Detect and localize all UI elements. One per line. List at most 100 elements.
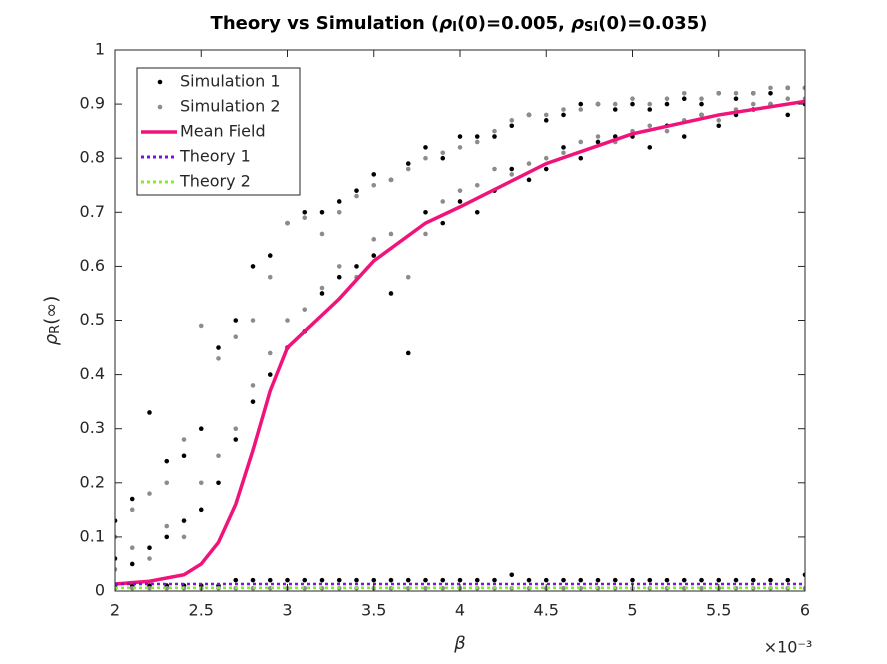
sim-point bbox=[664, 96, 670, 101]
sim-point bbox=[115, 556, 118, 561]
sim-point bbox=[181, 518, 187, 523]
sim-point bbox=[785, 112, 791, 118]
sim-point bbox=[457, 145, 463, 150]
sim-point bbox=[526, 112, 532, 118]
plot-area bbox=[115, 85, 805, 591]
sim-point bbox=[595, 577, 601, 583]
sim-point bbox=[474, 139, 480, 145]
sim-point bbox=[561, 145, 566, 150]
sim-point bbox=[198, 480, 204, 486]
y-tick-label: 0.1 bbox=[80, 526, 105, 545]
x-tick-label: 5 bbox=[627, 601, 637, 620]
sim-point bbox=[509, 123, 515, 129]
sim-point bbox=[699, 101, 704, 107]
sim-point bbox=[474, 210, 480, 215]
x-multiplier: ×10⁻³ bbox=[764, 638, 813, 657]
sim-point bbox=[492, 128, 497, 134]
sim-point bbox=[492, 134, 497, 139]
title-part: ρ bbox=[571, 13, 584, 34]
sim-point bbox=[492, 577, 497, 583]
y-tick-label: 0.3 bbox=[80, 418, 105, 437]
sim-point bbox=[423, 210, 428, 215]
sim-point bbox=[233, 437, 239, 442]
sim-point bbox=[388, 291, 394, 296]
sim-point bbox=[716, 577, 722, 583]
sim-point bbox=[319, 231, 325, 237]
sim-point bbox=[561, 107, 566, 112]
sim-point bbox=[595, 134, 601, 139]
sim-point bbox=[388, 177, 394, 183]
sim-point bbox=[543, 118, 549, 123]
sim-point bbox=[492, 166, 497, 172]
legend-marker bbox=[157, 79, 163, 85]
sim-point bbox=[405, 577, 411, 583]
sim-point bbox=[440, 199, 446, 204]
sim-point bbox=[147, 545, 152, 551]
sim-point bbox=[181, 437, 187, 442]
title-part: (0)=0.035) bbox=[598, 13, 707, 34]
sim-point bbox=[664, 577, 670, 583]
y-tick-label: 0.6 bbox=[80, 256, 105, 275]
sim-point bbox=[354, 264, 359, 269]
sim-point bbox=[388, 231, 394, 237]
sim-point bbox=[733, 90, 739, 96]
sim-point bbox=[267, 274, 273, 280]
sim-point bbox=[474, 134, 480, 139]
sim-point bbox=[336, 199, 342, 204]
y-tick-label: 1 bbox=[95, 40, 105, 59]
sim-point bbox=[768, 577, 773, 583]
sim-point bbox=[699, 577, 704, 583]
sim-point bbox=[612, 107, 618, 112]
sim-point bbox=[129, 545, 135, 551]
sim-point bbox=[216, 345, 221, 350]
sim-point bbox=[423, 585, 428, 591]
sim-point bbox=[699, 112, 704, 118]
sim-point bbox=[768, 90, 773, 96]
sim-point bbox=[578, 155, 584, 161]
sim-point bbox=[561, 112, 566, 118]
sim-point bbox=[216, 453, 221, 459]
sim-point bbox=[802, 572, 805, 578]
title-part: ρ bbox=[439, 13, 452, 34]
sim-point bbox=[371, 182, 377, 188]
sim-point bbox=[561, 585, 566, 591]
x-tick-label: 3.5 bbox=[361, 601, 386, 620]
sim-point bbox=[733, 577, 739, 583]
sim-point bbox=[267, 372, 273, 377]
sim-point bbox=[768, 85, 773, 91]
sim-point bbox=[147, 556, 152, 561]
y-tick-label: 0.5 bbox=[80, 310, 105, 329]
sim-point bbox=[147, 410, 152, 415]
sim-point bbox=[285, 220, 290, 226]
sim-point bbox=[198, 507, 204, 513]
sim-point bbox=[147, 491, 152, 496]
sim-point bbox=[371, 172, 377, 177]
sim-point bbox=[561, 150, 566, 156]
sim-point bbox=[198, 323, 204, 329]
sim-point bbox=[630, 577, 635, 583]
sim-point bbox=[371, 253, 377, 258]
sim-point bbox=[647, 145, 653, 150]
sim-point bbox=[302, 577, 308, 583]
sim-point bbox=[354, 188, 359, 193]
sim-point bbox=[336, 210, 342, 215]
sim-point bbox=[233, 318, 239, 323]
sim-point bbox=[647, 577, 653, 583]
sim-point bbox=[474, 577, 480, 583]
sim-point bbox=[750, 90, 756, 96]
sim-point bbox=[578, 577, 584, 583]
sim-point bbox=[423, 155, 428, 161]
mean-field-line bbox=[115, 99, 805, 586]
sim-point bbox=[750, 577, 756, 583]
y-tick-label: 0.7 bbox=[80, 202, 105, 221]
sim-point bbox=[285, 577, 290, 583]
y-axis-label: ρR(∞) bbox=[41, 296, 63, 346]
sim-point bbox=[457, 188, 463, 193]
sim-point bbox=[526, 177, 532, 183]
sim-point bbox=[681, 90, 687, 96]
sim-point bbox=[354, 193, 359, 199]
sim-point bbox=[129, 496, 135, 502]
sim-point bbox=[115, 518, 118, 523]
sim-point bbox=[371, 237, 377, 242]
